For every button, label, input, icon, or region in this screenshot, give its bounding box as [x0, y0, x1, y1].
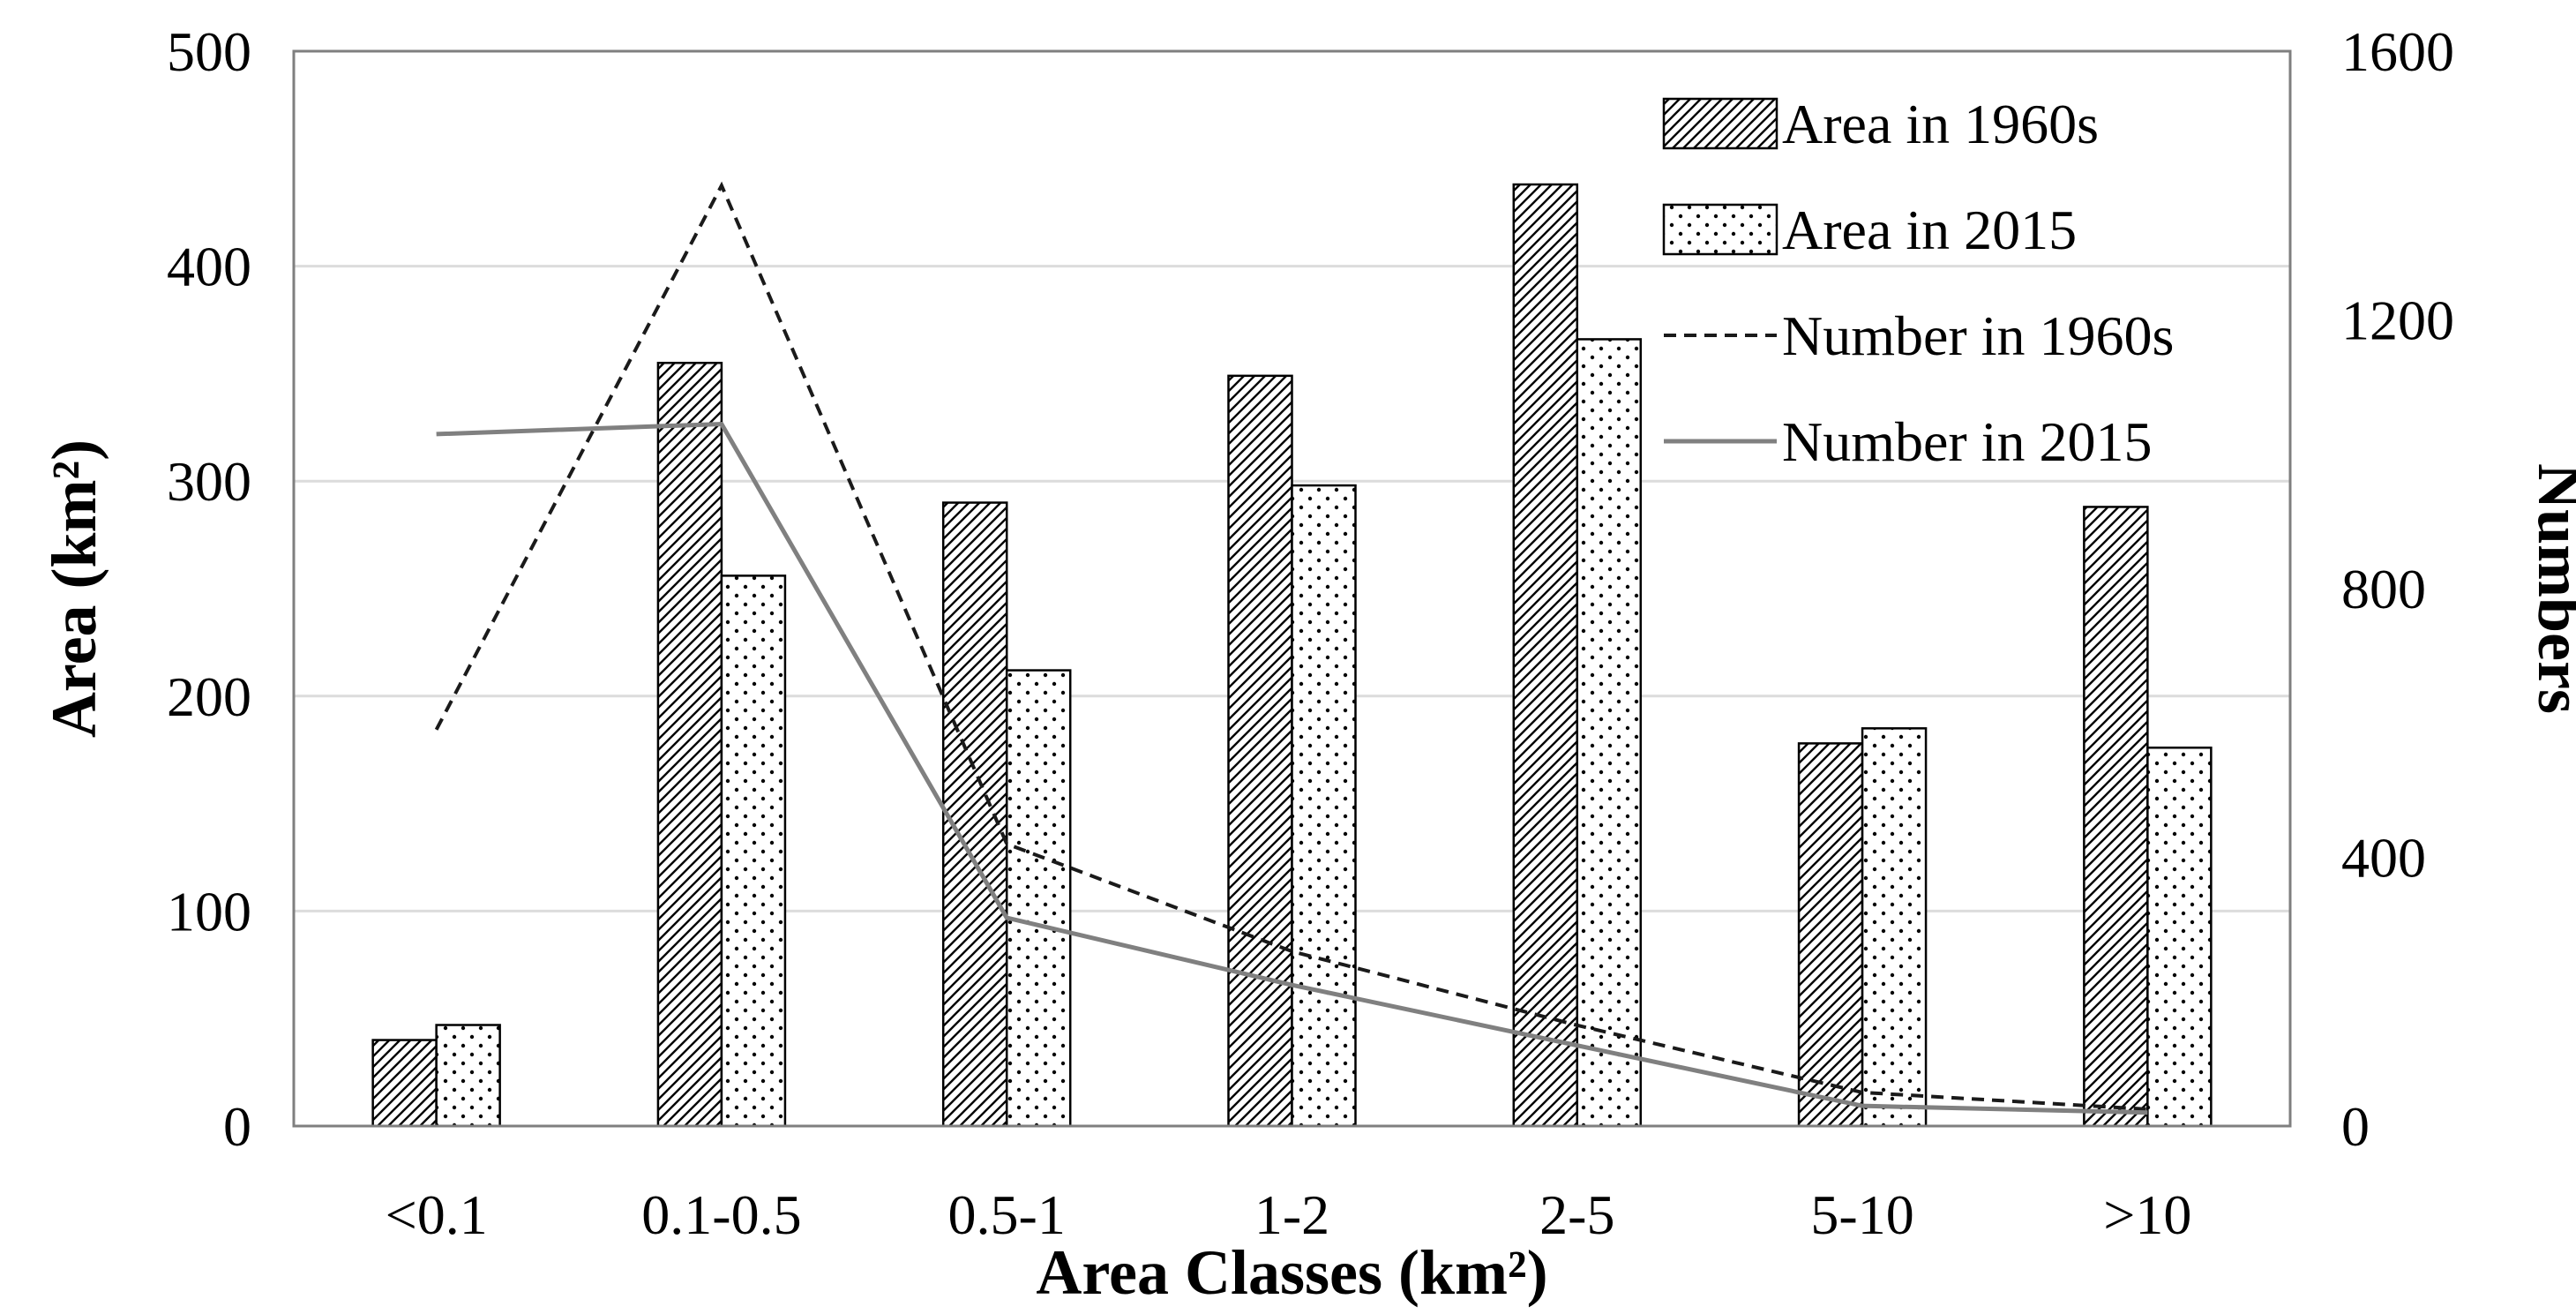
- y-axis-title: Area (km²): [39, 439, 109, 738]
- legend-swatch: [1662, 203, 1778, 256]
- bar-area-2015: [1576, 338, 1643, 1128]
- y-tick-label: 500: [167, 20, 251, 83]
- lines: [434, 181, 2148, 1115]
- bar-area-2015: [720, 574, 787, 1128]
- x-tick-label: 0.5-1: [948, 1183, 1066, 1246]
- y2-tick-label: 800: [2341, 558, 2426, 620]
- x-tick-label: 0.1-0.5: [641, 1183, 801, 1246]
- legend-label: Number in 2015: [1782, 410, 2153, 473]
- x-axis-title: Area Classes (km²): [1036, 1237, 1547, 1308]
- bar-area-2015: [435, 1024, 501, 1128]
- y2-tick-label: 0: [2341, 1095, 2370, 1158]
- x-tick-label: 5-10: [1810, 1183, 1913, 1246]
- y-tick-label: 100: [167, 880, 251, 942]
- y-axis-ticks: 0 100 200 300 400 500: [167, 20, 251, 1158]
- x-tick-label: 1-2: [1254, 1183, 1329, 1246]
- y-tick-label: 0: [223, 1095, 251, 1158]
- x-tick-label: <0.1: [386, 1183, 488, 1246]
- legend-label: Area in 1960s: [1782, 93, 2099, 155]
- bar-area-2015: [2146, 747, 2213, 1128]
- bar-area-1960s: [656, 361, 723, 1128]
- legend-swatch: [1662, 97, 1778, 150]
- y2-axis-ticks: 0 400 800 1200 1600: [2341, 20, 2454, 1158]
- bar-area-1960s: [1512, 183, 1579, 1128]
- bar-area-2015: [1005, 669, 1072, 1128]
- bar-area-2015: [1861, 727, 1928, 1128]
- legend-label: Area in 2015: [1782, 199, 2077, 261]
- y-tick-label: 300: [167, 450, 251, 513]
- y-tick-label: 200: [167, 665, 251, 728]
- y2-tick-label: 1600: [2341, 20, 2454, 83]
- bar-area-1960s: [1797, 742, 1864, 1128]
- bar-area-1960s: [1227, 374, 1293, 1128]
- y-tick-label: 400: [167, 236, 251, 298]
- x-tick-label: 2-5: [1539, 1183, 1614, 1246]
- legend: Area in 1960s Area in 2015 Number in 1960s…: [1662, 93, 2174, 473]
- bar-area-1960s: [941, 501, 1008, 1128]
- bar-area-1960s: [2083, 506, 2149, 1128]
- x-tick-label: >10: [2103, 1183, 2191, 1246]
- y2-axis-title: Numbers: [2525, 463, 2576, 714]
- plot-frame: [292, 49, 2292, 1128]
- bar-area-2015: [1291, 484, 1357, 1128]
- line-number-2015: [436, 421, 2148, 1115]
- y2-tick-label: 400: [2341, 827, 2426, 890]
- bar-area-1960s: [371, 1039, 438, 1128]
- y2-tick-label: 1200: [2341, 289, 2454, 352]
- legend-label: Number in 1960s: [1782, 304, 2174, 367]
- line-number-1960s: [434, 181, 2148, 1111]
- x-axis-ticks: <0.1 0.1-0.5 0.5-1 1-2 2-5 5-10 >10: [386, 1183, 2192, 1246]
